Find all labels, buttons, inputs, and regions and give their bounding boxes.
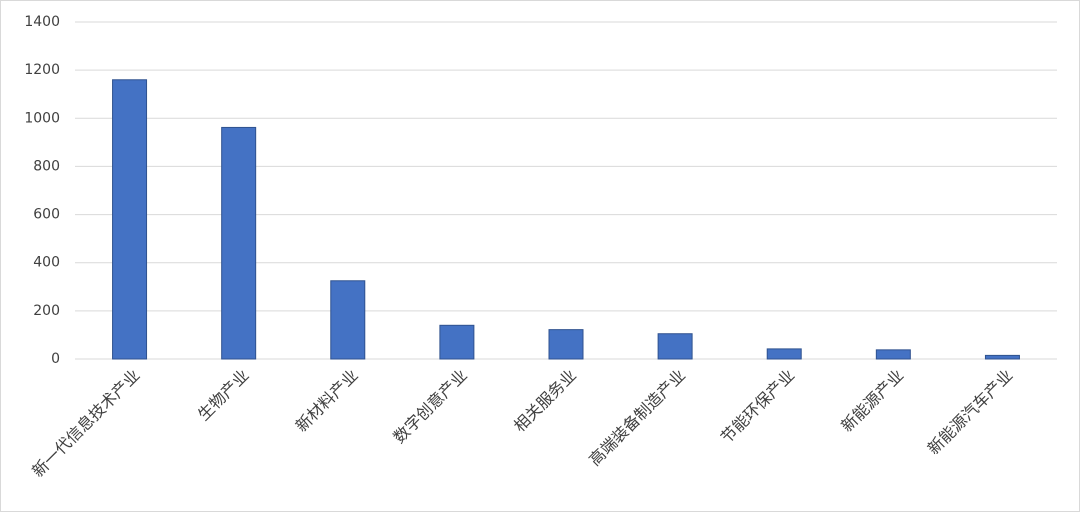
bar xyxy=(330,280,366,360)
y-tick-label: 1000 xyxy=(24,110,60,126)
y-tick-label: 1200 xyxy=(24,62,60,78)
y-tick-label: 400 xyxy=(33,255,60,271)
bar xyxy=(875,349,911,360)
bar xyxy=(548,329,584,360)
bar xyxy=(657,333,693,360)
y-tick-label: 0 xyxy=(51,351,60,367)
bar xyxy=(221,126,257,360)
y-tick-label: 200 xyxy=(33,303,60,319)
bar xyxy=(766,348,802,360)
y-tick-label: 1400 xyxy=(24,14,60,30)
y-tick-label: 600 xyxy=(33,207,60,223)
bar xyxy=(112,79,148,360)
y-tick-label: 800 xyxy=(33,158,60,174)
bar xyxy=(984,354,1020,360)
bar xyxy=(439,324,475,360)
